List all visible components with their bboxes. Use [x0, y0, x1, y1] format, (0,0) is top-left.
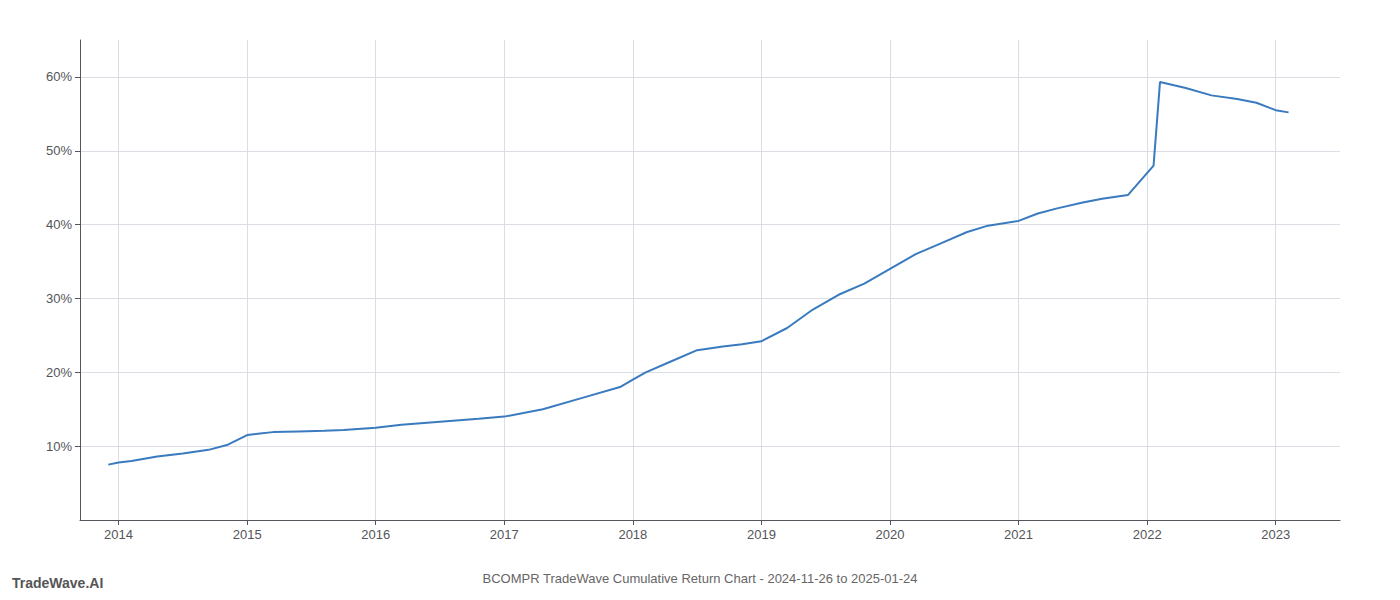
svg-text:30%: 30% — [46, 291, 72, 306]
svg-text:40%: 40% — [46, 217, 72, 232]
svg-text:2015: 2015 — [233, 527, 262, 542]
svg-text:2020: 2020 — [876, 527, 905, 542]
svg-text:2021: 2021 — [1004, 527, 1033, 542]
svg-text:2014: 2014 — [104, 527, 133, 542]
svg-text:2019: 2019 — [747, 527, 776, 542]
svg-text:2017: 2017 — [490, 527, 519, 542]
svg-text:2023: 2023 — [1261, 527, 1290, 542]
svg-text:60%: 60% — [46, 69, 72, 84]
svg-text:20%: 20% — [46, 365, 72, 380]
svg-text:10%: 10% — [46, 439, 72, 454]
svg-text:BCOMPR TradeWave Cumulative Re: BCOMPR TradeWave Cumulative Return Chart… — [483, 571, 918, 586]
svg-text:50%: 50% — [46, 143, 72, 158]
svg-text:2022: 2022 — [1133, 527, 1162, 542]
svg-text:TradeWave.AI: TradeWave.AI — [12, 575, 103, 591]
svg-text:2018: 2018 — [618, 527, 647, 542]
svg-text:2016: 2016 — [361, 527, 390, 542]
